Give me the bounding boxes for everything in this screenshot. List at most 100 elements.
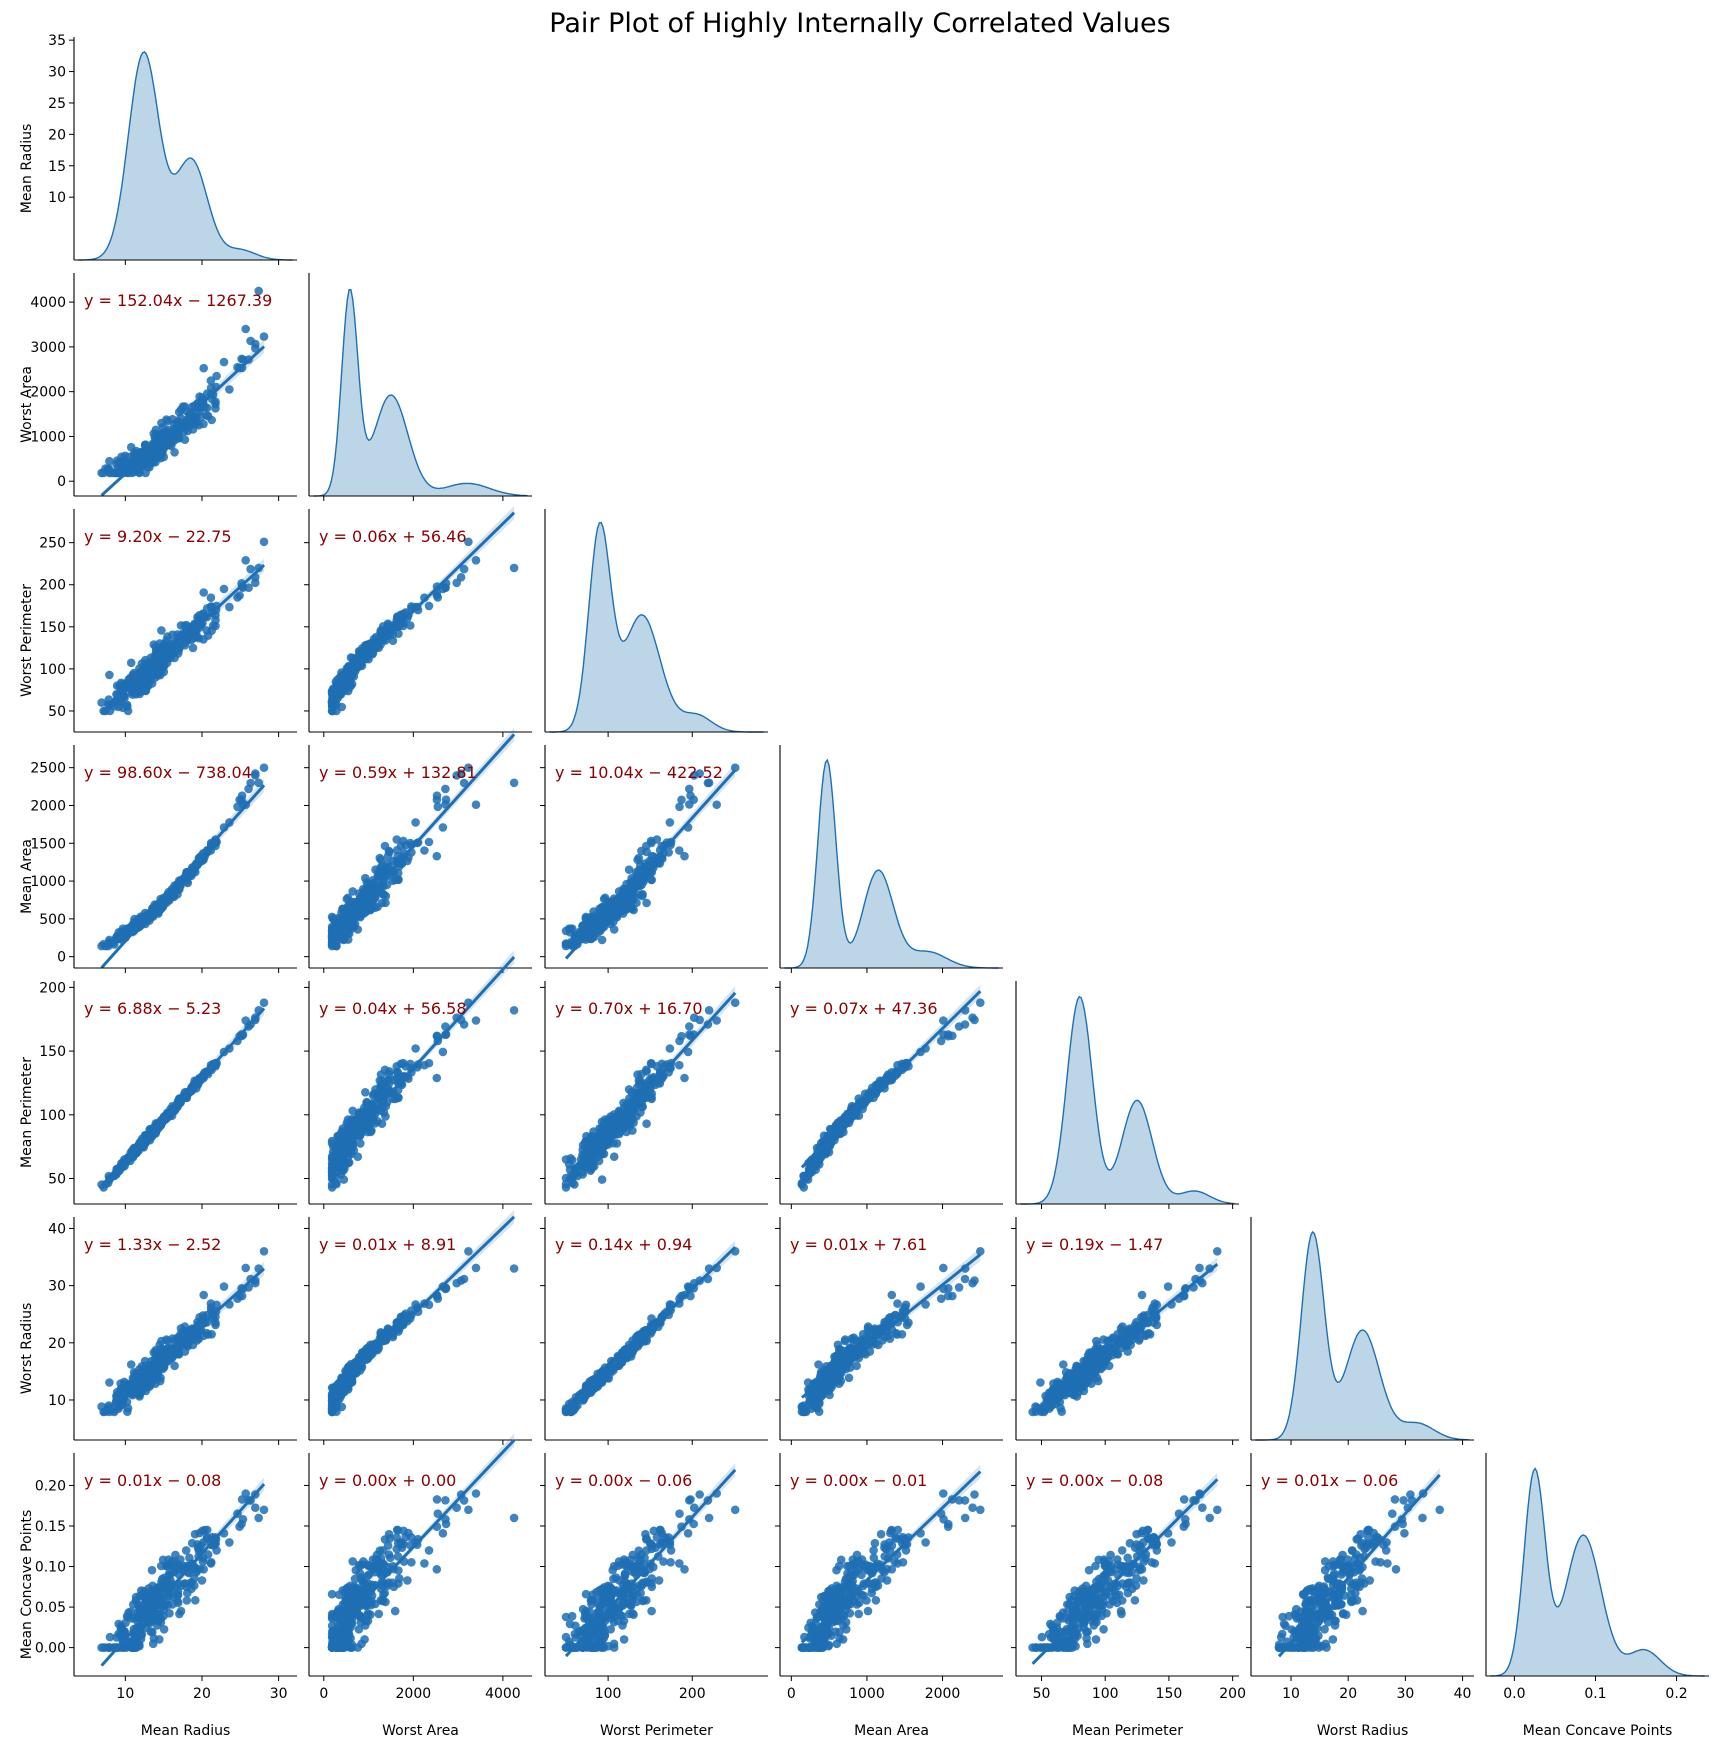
scatter-point [373,902,382,912]
scatter-point [394,629,403,638]
scatter-point [471,556,481,565]
scatter-point [858,1329,868,1339]
scatter-point [587,1164,596,1174]
scatter-points [561,998,740,1192]
scatter-point [332,1171,341,1181]
scatter-point [944,1030,953,1039]
scatter-point [207,602,216,611]
kde-curve [784,758,999,969]
scatter-point [599,1120,609,1130]
scatter-point [393,612,403,621]
scatter-point [424,837,434,847]
scatter-point [675,846,684,855]
panel-2-2 [544,509,768,737]
scatter-point [954,1283,964,1292]
regression-equation: y = 0.59x + 132.81 [319,763,477,782]
scatter-point [893,1299,902,1308]
ytick-label: 1000 [30,429,66,445]
scatter-point [225,385,234,394]
scatter-point [626,902,635,912]
ytick-label: 25 [48,96,66,112]
scatter-point [112,459,121,469]
scatter-point [675,1036,684,1046]
scatter-point [123,1407,132,1416]
scatter-point [117,452,126,462]
regression-equation: y = 152.04x − 1267.39 [84,291,272,310]
scatter-point [847,1101,857,1111]
scatter-point [456,1276,466,1285]
scatter-point [459,564,469,574]
ytick-label: 100 [39,662,66,678]
ytick-label: 2000 [30,385,66,401]
scatter-point [233,593,242,602]
scatter-points [97,1247,269,1417]
scatter-point [199,1290,208,1300]
regression-line [100,345,266,497]
scatter-point [384,846,394,856]
scatter-point [168,414,177,424]
scatter-point [464,537,473,547]
scatter-point [637,1069,646,1079]
scatter-point [1137,1290,1147,1300]
scatter-point [824,1386,833,1396]
scatter-point [647,1314,656,1323]
scatter-point [730,763,740,772]
scatter-point [332,695,341,704]
scatter-point [327,706,337,716]
scatter-point [327,939,337,949]
regression-equation: y = 10.04x − 422.52 [555,763,723,782]
ytick-label: 200 [39,578,66,594]
ytick-label: 35 [48,33,66,49]
scatter-point [712,800,721,809]
scatter-point [355,894,365,903]
scatter-point [373,1117,382,1126]
scatter-point [590,915,599,925]
scatter-point [233,802,242,812]
scatter-point [259,763,269,772]
scatter-point [582,915,591,924]
chart-title: Pair Plot of Highly Internally Correlate… [549,8,1170,39]
scatter-point [151,1351,161,1360]
scatter-point [615,1127,625,1137]
kde-fill [313,289,528,496]
regression-equation: y = 6.88x − 5.23 [84,999,221,1018]
scatter-point [638,1101,647,1111]
scatter-point [200,403,209,412]
scatter-point [104,695,114,704]
ytick-label: 50 [48,704,66,720]
regression-equation: y = 0.04x + 56.58 [319,999,467,1018]
scatter-point [970,1015,979,1025]
scatter-point [203,411,213,421]
scatter-point [695,769,704,778]
scatter-point [392,835,402,844]
scatter-point [206,376,216,385]
scatter-point [151,430,161,439]
scatter-points [1028,1247,1222,1417]
regression-equation: y = 98.60x − 738.04 [84,763,252,782]
scatter-point [347,1149,356,1159]
scatter-points [797,998,985,1192]
scatter-point [406,621,415,630]
scatter-point [183,426,193,436]
scatter-point [393,1068,403,1077]
ytick-label: 4000 [30,295,66,311]
scatter-point [407,602,416,611]
regression-line [564,991,737,1181]
scatter-point [589,1127,598,1136]
regression-line [100,1007,266,1190]
scatter-point [241,1263,250,1273]
scatter-point [860,1089,870,1099]
regression-line [564,769,737,960]
scatter-point [384,1069,394,1079]
ytick-label: 30 [48,1279,66,1295]
scatter-point [343,935,353,944]
scatter-point [155,1376,165,1386]
panel-5-4: y = 0.19x − 1.47 [1011,1217,1239,1445]
scatter-point [337,1128,346,1137]
scatter-point [433,802,443,812]
regression-line [100,1267,266,1416]
scatter-point [636,1076,645,1086]
ytick-label: 500 [39,912,66,928]
